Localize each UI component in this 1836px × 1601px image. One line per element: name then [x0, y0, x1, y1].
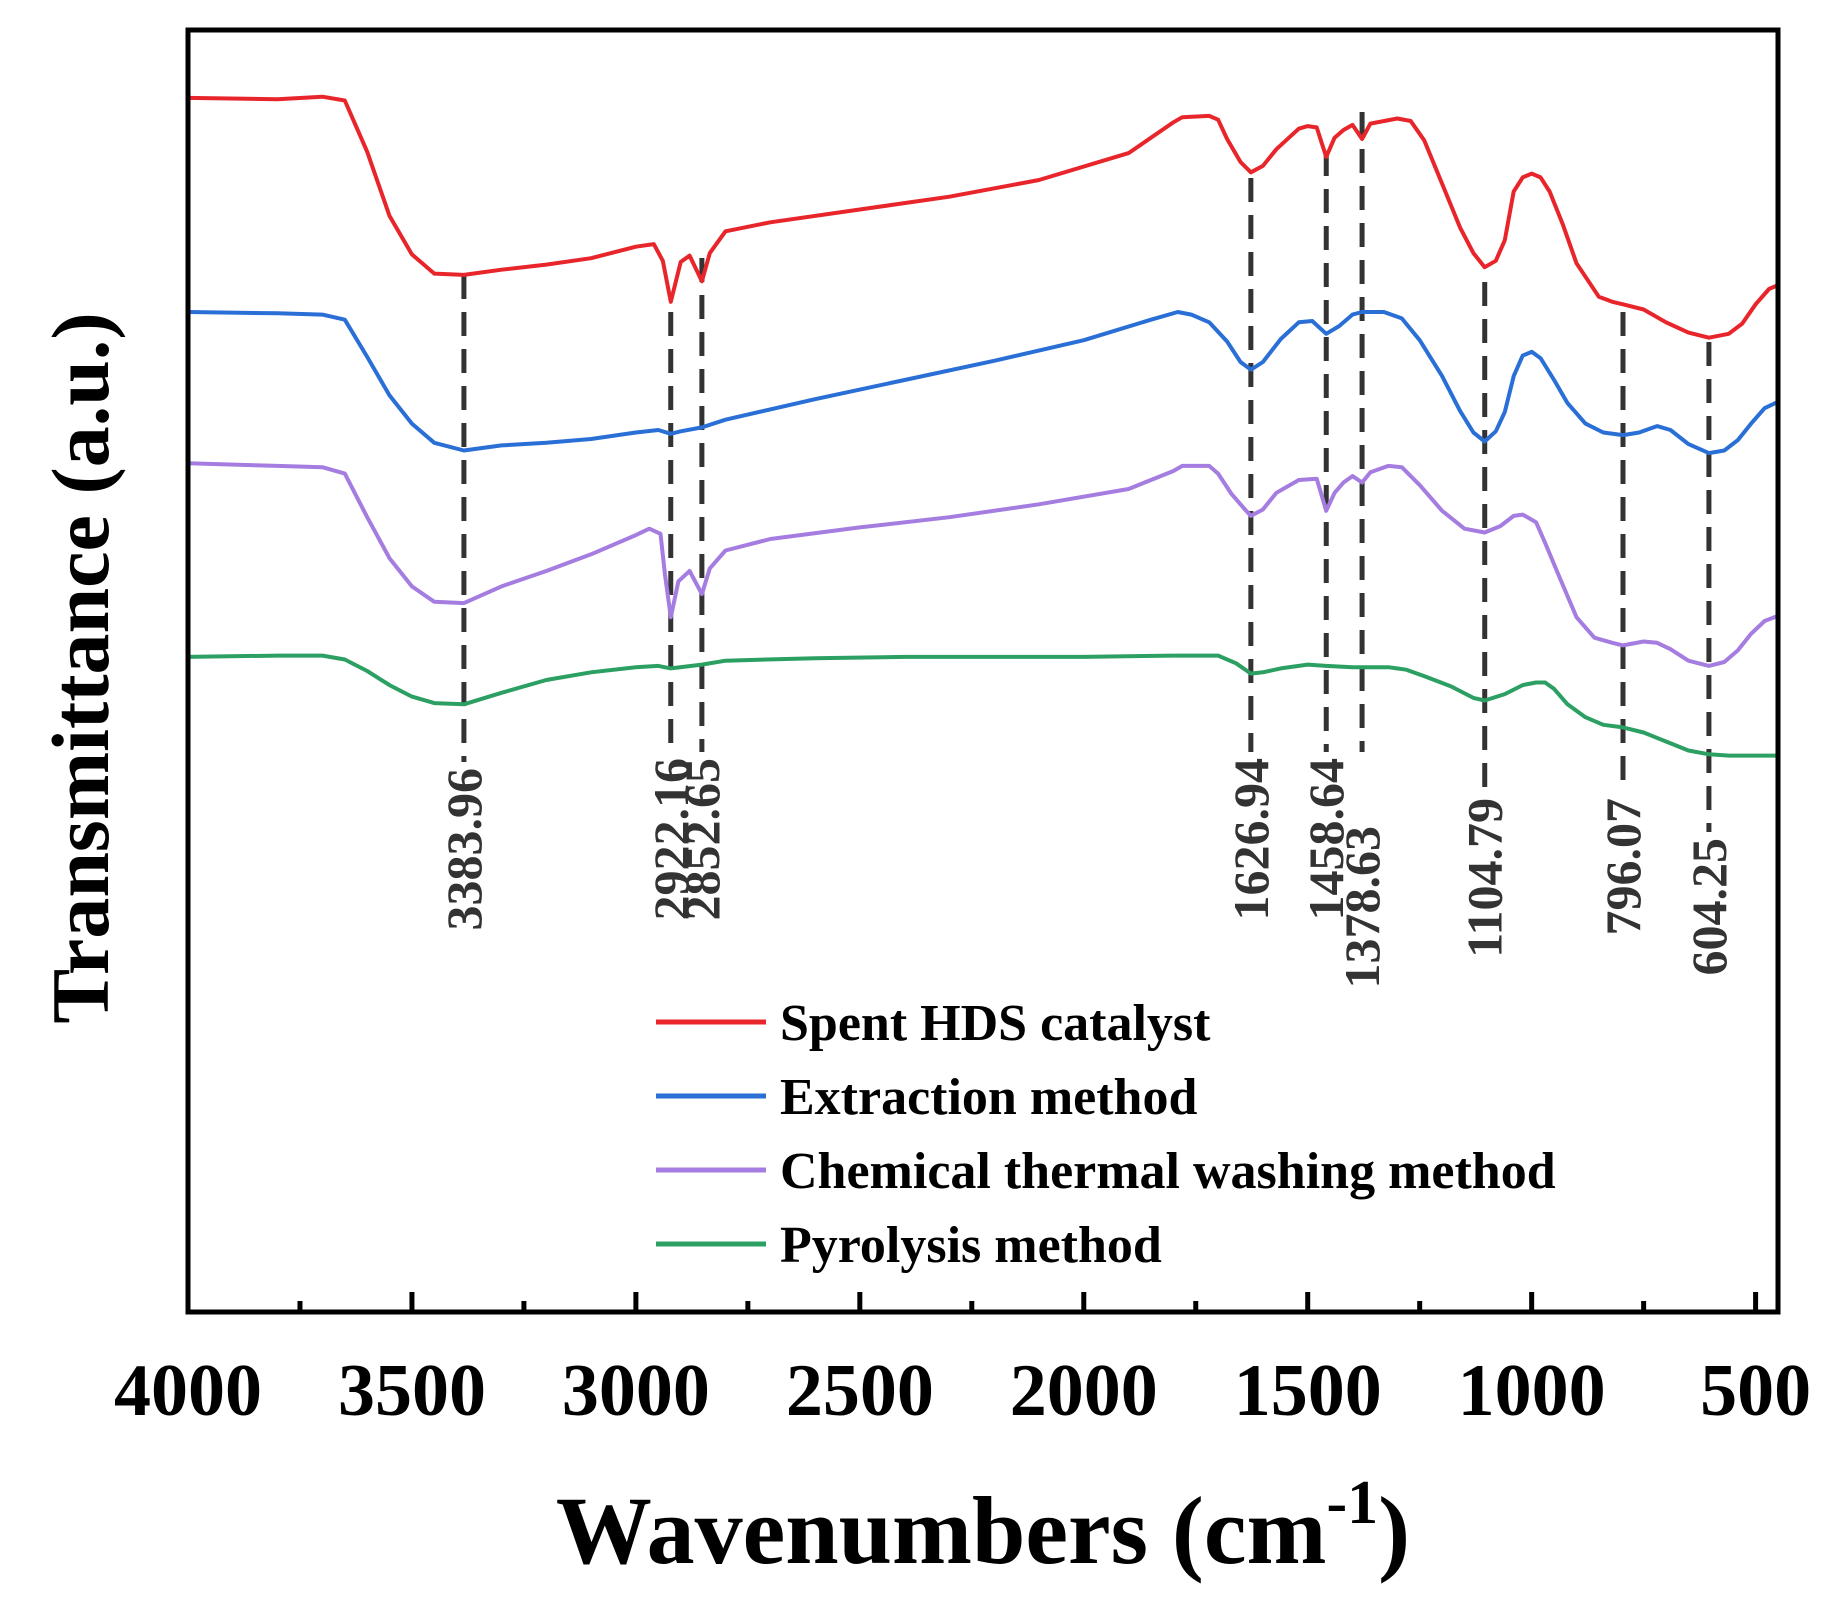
x-tick-label-6: 1000 [1458, 1350, 1606, 1432]
x-axis-ticks [185, 1292, 1759, 1312]
x-axis-tick-labels: 4000 3500 3000 2500 2000 1500 1000 500 [114, 1350, 1811, 1432]
peak-label-0: 3383.96 [436, 768, 492, 931]
peak-guide-lines [461, 112, 1712, 832]
legend-label-3: Pyrolysis method [780, 1217, 1162, 1274]
peak-label-6: 1104.79 [1457, 798, 1513, 958]
legend-label-1: Extraction method [780, 1069, 1197, 1126]
series-line-0 [186, 94, 1780, 340]
peak-label-8: 604.25 [1681, 838, 1737, 976]
x-tick-label-2: 3000 [562, 1350, 710, 1432]
x-tick-label-1: 3500 [338, 1350, 486, 1432]
peak-label-2: 2852.65 [674, 758, 730, 921]
legend-label-2: Chemical thermal washing method [780, 1143, 1556, 1200]
x-axis-title: Wavenumbers (cm-1) [556, 1469, 1410, 1584]
legend: Spent HDS catalyst Extraction method Chemi… [656, 995, 1556, 1274]
x-axis-title-main: Wavenumbers (cm [556, 1477, 1327, 1584]
x-tick-label-0: 4000 [114, 1350, 262, 1432]
series-line-1 [186, 310, 1780, 456]
y-axis-title: Transmittance (a.u.) [35, 312, 126, 1023]
series-lines [186, 94, 1780, 758]
x-tick-label-3: 2500 [786, 1350, 934, 1432]
plot-frame [185, 27, 1781, 1315]
peak-label-3: 1626.94 [1223, 758, 1279, 921]
x-axis-title-superscript: -1 [1326, 1469, 1378, 1537]
series-line-2 [186, 461, 1780, 668]
x-tick-label-4: 2000 [1010, 1350, 1158, 1432]
x-tick-label-5: 1500 [1234, 1350, 1382, 1432]
peak-label-4: 1458.64 [1298, 758, 1354, 921]
peak-label-5: 1378.63 [1334, 826, 1390, 989]
legend-label-0: Spent HDS catalyst [780, 995, 1211, 1052]
x-tick-label-7: 500 [1700, 1350, 1811, 1432]
peak-label-1: 2922.16 [643, 758, 699, 921]
x-axis-title-suffix: ) [1378, 1477, 1410, 1584]
series-line-3 [186, 653, 1780, 758]
peak-label-7: 796.07 [1595, 798, 1651, 936]
